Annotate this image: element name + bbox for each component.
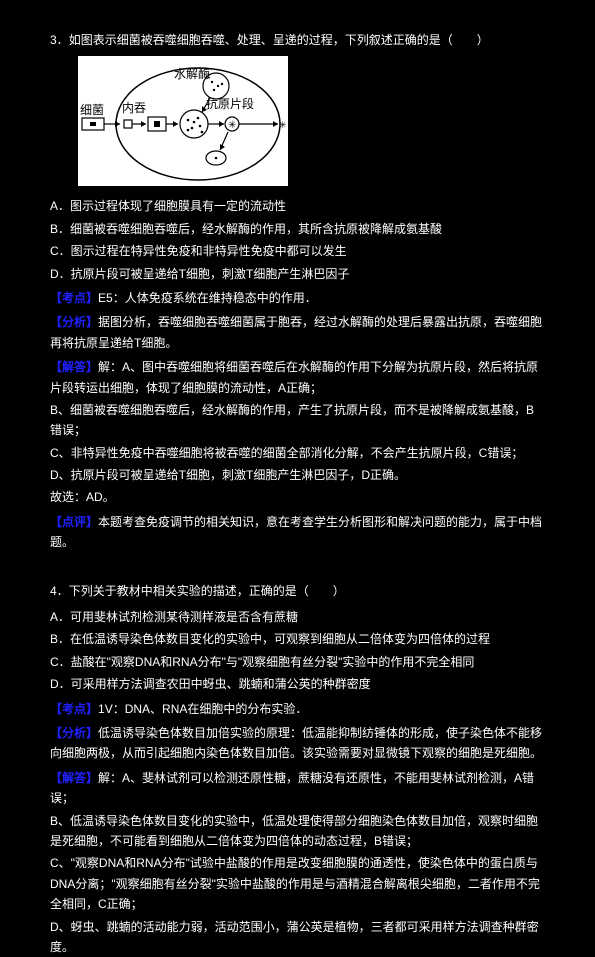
question-3: 3．如图表示细菌被吞噬细胞吞噬、处理、呈递的过程，下列叙述正确的是（ ） 细菌 … — [50, 30, 545, 553]
fenxi-label: 【分析】 — [50, 315, 98, 329]
q4-jieda-c: C、"观察DNA和RNA分布"试验中盐酸的作用是改变细胞膜的通透性，使染色体中的… — [50, 853, 545, 914]
q3-kaodian-text: E5：人体免疫系统在维持稳态中的作用． — [98, 291, 317, 305]
q4-option-d: D．可采用样方法调查农田中蚜虫、跳蝻和蒲公英的种群密度 — [50, 674, 545, 694]
q4-option-c: C．盐酸在"观察DNA和RNA分布"与"观察细胞有丝分裂"实验中的作用不完全相同 — [50, 652, 545, 672]
q4-option-a: A．可用斐林试剂检测某待测样液是否含有蔗糖 — [50, 607, 545, 627]
q4-stem-text: 下列关于教材中相关实验的描述，正确的是（ ） — [69, 584, 345, 598]
q3-option-b: B．细菌被吞噬细胞吞噬后，经水解酶的作用，其所含抗原被降解成氨基酸 — [50, 219, 545, 239]
q3-dianping-text: 本题考查免疫调节的相关知识，意在考查学生分析图形和解决问题的能力，属于中档题。 — [50, 515, 542, 549]
q3-jieda-c: C、非特异性免疫中吞噬细胞将被吞噬的细菌全部消化分解，不会产生抗原片段，C错误； — [50, 443, 545, 463]
q4-kaodian: 【考点】1V：DNA、RNA在细胞中的分布实验． — [50, 699, 545, 719]
q4-number: 4． — [50, 584, 69, 598]
svg-text:✳: ✳ — [279, 120, 287, 130]
svg-text:内吞: 内吞 — [122, 101, 146, 115]
q3-option-a: A．图示过程体现了细胞膜具有一定的流动性 — [50, 196, 545, 216]
q4-stem: 4．下列关于教材中相关实验的描述，正确的是（ ） — [50, 581, 545, 601]
q3-jieda-d: D、抗原片段可被呈递给T细胞，刺激T细胞产生淋巴因子，D正确。 — [50, 465, 545, 485]
q3-options: A．图示过程体现了细胞膜具有一定的流动性 B．细菌被吞噬细胞吞噬后，经水解酶的作… — [50, 196, 545, 284]
q3-number: 3． — [50, 33, 69, 47]
q4-jieda: 【解答】解：A、斐林试剂可以检测还原性糖，蔗糖没有还原性，不能用斐林试剂检测，A… — [50, 768, 545, 957]
q3-dianping: 【点评】本题考查免疫调节的相关知识，意在考查学生分析图形和解决问题的能力，属于中… — [50, 512, 545, 553]
q4-kaodian-text: 1V：DNA、RNA在细胞中的分布实验． — [98, 702, 307, 716]
svg-text:细菌: 细菌 — [80, 103, 104, 117]
q3-option-c: C．图示过程在特异性免疫和非特异性免疫中都可以发生 — [50, 241, 545, 261]
dianping-label: 【点评】 — [50, 515, 98, 529]
jieda-label: 【解答】 — [50, 360, 98, 374]
q4-options: A．可用斐林试剂检测某待测样液是否含有蔗糖 B．在低温诱导染色体数目变化的实验中… — [50, 607, 545, 695]
q3-diagram-svg: 细菌 内吞 — [78, 56, 288, 186]
q3-kaodian: 【考点】E5：人体免疫系统在维持稳态中的作用． — [50, 288, 545, 308]
q3-fenxi: 【分析】据图分析，吞噬细胞吞噬细菌属于胞吞，经过水解酶的处理后暴露出抗原，吞噬细… — [50, 312, 545, 353]
fenxi-label: 【分析】 — [50, 726, 98, 740]
q4-fenxi-text: 低温诱导染色体数目加倍实验的原理：低温能抑制纺锤体的形成，使子染色体不能移向细胞… — [50, 726, 542, 760]
q3-jieda-end: 故选：AD。 — [50, 487, 545, 507]
q4-jieda-d: D、蚜虫、跳蝻的活动能力弱，活动范围小，蒲公英是植物，三者都可采用样方法调查种群… — [50, 917, 545, 957]
q3-figure: 细菌 内吞 — [78, 56, 545, 186]
question-4: 4．下列关于教材中相关实验的描述，正确的是（ ） A．可用斐林试剂检测某待测样液… — [50, 581, 545, 957]
q4-option-b: B．在低温诱导染色体数目变化的实验中，可观察到细胞从二倍体变为四倍体的过程 — [50, 629, 545, 649]
q3-stem: 3．如图表示细菌被吞噬细胞吞噬、处理、呈递的过程，下列叙述正确的是（ ） — [50, 30, 545, 50]
svg-text:水解酶: 水解酶 — [174, 66, 210, 81]
q3-jieda-a: 解：A、图中吞噬细胞将细菌吞噬后在水解酶的作用下分解为抗原片段，然后将抗原片段转… — [50, 360, 538, 394]
svg-text:抗原片段: 抗原片段 — [206, 96, 254, 111]
q4-jieda-a: 解：A、斐林试剂可以检测还原性糖，蔗糖没有还原性，不能用斐林试剂检测，A错误； — [50, 771, 534, 805]
q4-jieda-b: B、低温诱导染色体数目变化的实验中，低温处理使得部分细胞染色体数目加倍，观察时细… — [50, 811, 545, 852]
q3-fenxi-text: 据图分析，吞噬细胞吞噬细菌属于胞吞，经过水解酶的处理后暴露出抗原，吞噬细胞再将抗… — [50, 315, 542, 349]
svg-text:✳: ✳ — [228, 120, 236, 131]
q3-option-d: D．抗原片段可被呈递给T细胞，刺激T细胞产生淋巴因子 — [50, 264, 545, 284]
jieda-label: 【解答】 — [50, 771, 98, 785]
kaodian-label: 【考点】 — [50, 291, 98, 305]
q3-jieda: 【解答】解：A、图中吞噬细胞将细菌吞噬后在水解酶的作用下分解为抗原片段，然后将抗… — [50, 357, 545, 508]
q3-stem-text: 如图表示细菌被吞噬细胞吞噬、处理、呈递的过程，下列叙述正确的是（ ） — [69, 33, 489, 47]
q4-fenxi: 【分析】低温诱导染色体数目加倍实验的原理：低温能抑制纺锤体的形成，使子染色体不能… — [50, 723, 545, 764]
q3-jieda-b: B、细菌被吞噬细胞吞噬后，经水解酶的作用，产生了抗原片段，而不是被降解成氨基酸，… — [50, 400, 545, 441]
kaodian-label: 【考点】 — [50, 702, 98, 716]
